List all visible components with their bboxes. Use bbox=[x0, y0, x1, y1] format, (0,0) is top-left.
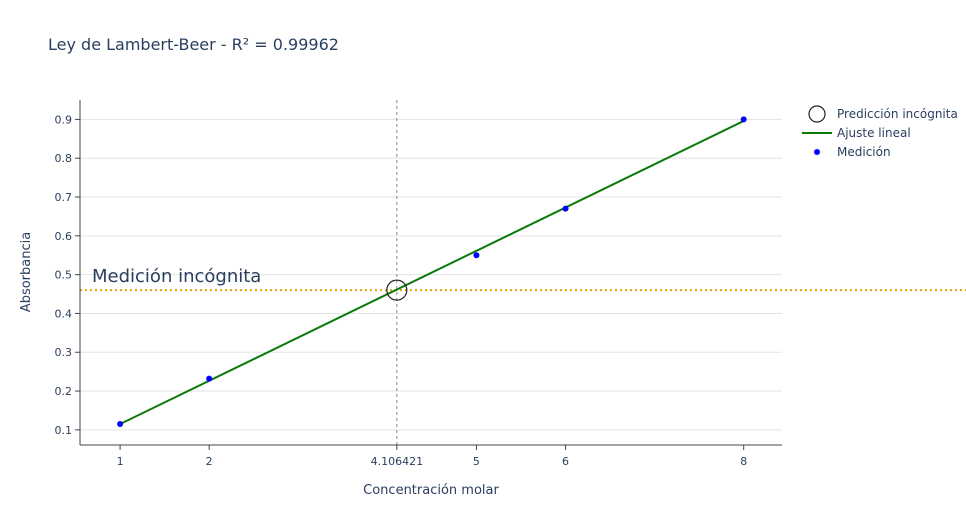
y-tick-label: 0.6 bbox=[55, 230, 73, 243]
y-tick-label: 0.1 bbox=[55, 424, 73, 437]
y-tick-label: 0.4 bbox=[55, 307, 73, 320]
x-tick-label: 4.106421 bbox=[371, 455, 424, 468]
plot-area bbox=[117, 116, 747, 428]
y-tick-label: 0.9 bbox=[55, 113, 73, 126]
legend-open-circle-icon bbox=[808, 105, 826, 123]
prediction-marker bbox=[386, 279, 408, 301]
axes bbox=[79, 100, 782, 446]
x-tick-label: 5 bbox=[473, 455, 480, 468]
x-tick-label: 1 bbox=[117, 455, 124, 468]
y-tick-labels: 0.1 0.2 0.3 0.4 0.5 0.6 0.7 0.8 0.9 bbox=[55, 113, 80, 437]
legend-label-medicion: Medición bbox=[837, 145, 891, 159]
x-tick-label: 2 bbox=[206, 455, 213, 468]
chart-title: Ley de Lambert-Beer - R² = 0.99962 bbox=[48, 35, 339, 54]
y-tick-label: 0.8 bbox=[55, 152, 73, 165]
y-tick-label: 0.5 bbox=[55, 269, 73, 282]
annotation-medicion-incognita: Medición incógnita bbox=[92, 266, 261, 287]
y-tick-label: 0.2 bbox=[55, 385, 73, 398]
measurement-point bbox=[562, 205, 569, 212]
legend-item-medicion[interactable]: Medición bbox=[814, 145, 891, 159]
measurement-point bbox=[740, 116, 747, 123]
legend-dot-icon bbox=[814, 149, 820, 155]
legend: Predicción incógnita Ajuste lineal Medic… bbox=[802, 105, 958, 159]
y-axis-label: Absorbancia bbox=[19, 232, 34, 312]
legend-item-ajuste[interactable]: Ajuste lineal bbox=[802, 126, 911, 140]
y-tick-label: 0.7 bbox=[55, 191, 73, 204]
x-tick-labels: 1 2 4.106421 5 6 8 bbox=[117, 445, 747, 468]
x-axis-label: Concentración molar bbox=[363, 483, 499, 498]
x-tick-label: 6 bbox=[562, 455, 569, 468]
measurement-point bbox=[473, 252, 480, 259]
legend-label-ajuste: Ajuste lineal bbox=[837, 126, 911, 140]
y-tick-label: 0.3 bbox=[55, 346, 73, 359]
measurement-point bbox=[117, 421, 124, 428]
legend-item-prediccion[interactable]: Predicción incógnita bbox=[808, 105, 958, 123]
measurement-point bbox=[206, 375, 213, 382]
legend-label-prediccion: Predicción incógnita bbox=[837, 107, 958, 121]
x-tick-label: 8 bbox=[740, 455, 747, 468]
fit-line-segment bbox=[119, 120, 745, 425]
grid bbox=[80, 118, 782, 431]
